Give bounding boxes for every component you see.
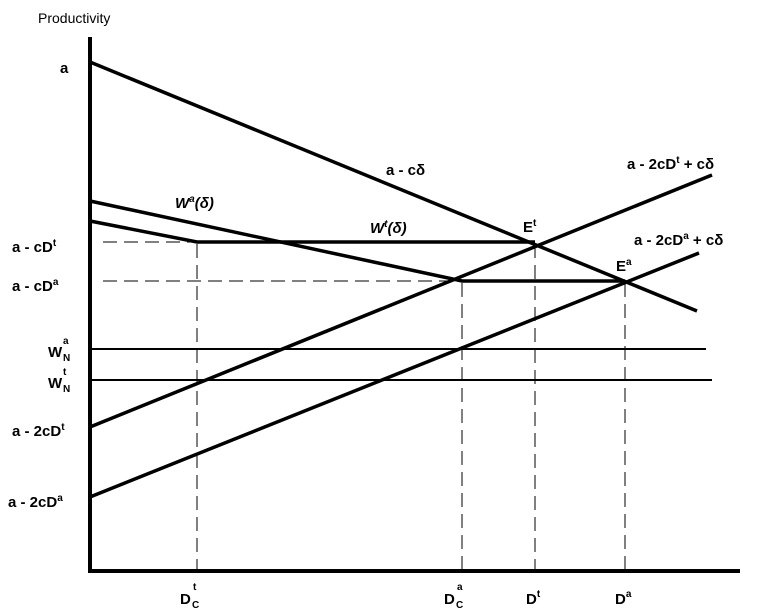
y-axis-title: Productivity [38, 10, 110, 26]
svg-text:C: C [456, 600, 463, 611]
svg-text:C: C [192, 600, 199, 611]
label-a-2cDt-plus-cdelta: a - 2cDt + cδ [627, 155, 714, 173]
label-a-minus-cdelta: a - cδ [386, 162, 425, 179]
label-DCt: D t C [180, 582, 199, 611]
svg-text:t: t [63, 367, 67, 378]
svg-text:a: a [63, 336, 69, 347]
svg-text:W: W [48, 344, 63, 361]
line-a-2cDt-plus-cdelta [89, 173, 713, 429]
label-a-cDt: a - cDt [12, 238, 57, 256]
svg-text:W: W [48, 375, 63, 392]
svg-text:N: N [63, 384, 70, 395]
line-a-minus-cdelta [89, 60, 698, 313]
label-Dt: Dt [526, 589, 541, 608]
label-Wa-delta: Wa(δ) [175, 194, 214, 212]
label-WNt: W t N [48, 367, 70, 395]
curve-Wt-delta [89, 219, 535, 244]
label-a-2cDt: a - 2cDt [12, 422, 65, 440]
svg-text:D: D [180, 591, 191, 608]
label-Da: Da [615, 589, 632, 608]
label-a-2cDa: a - 2cDa [8, 493, 63, 511]
curve-Wa-delta [89, 199, 625, 283]
svg-text:N: N [63, 353, 70, 364]
svg-text:D: D [444, 591, 455, 608]
line-a-2cDa-plus-cdelta [89, 251, 700, 499]
label-Wt-delta: Wt(δ) [370, 219, 407, 237]
label-WNa: W a N [48, 336, 70, 364]
label-Ea: Ea [616, 257, 632, 275]
label-a-2cDa-plus-cdelta: a - 2cDa + cδ [634, 231, 723, 249]
svg-text:a: a [457, 582, 463, 593]
label-a-intercept: a [60, 60, 69, 77]
label-DCa: D a C [444, 582, 463, 611]
label-a-cDa: a - cDa [12, 277, 59, 295]
svg-text:t: t [193, 582, 197, 593]
label-Et: Et [523, 218, 537, 236]
